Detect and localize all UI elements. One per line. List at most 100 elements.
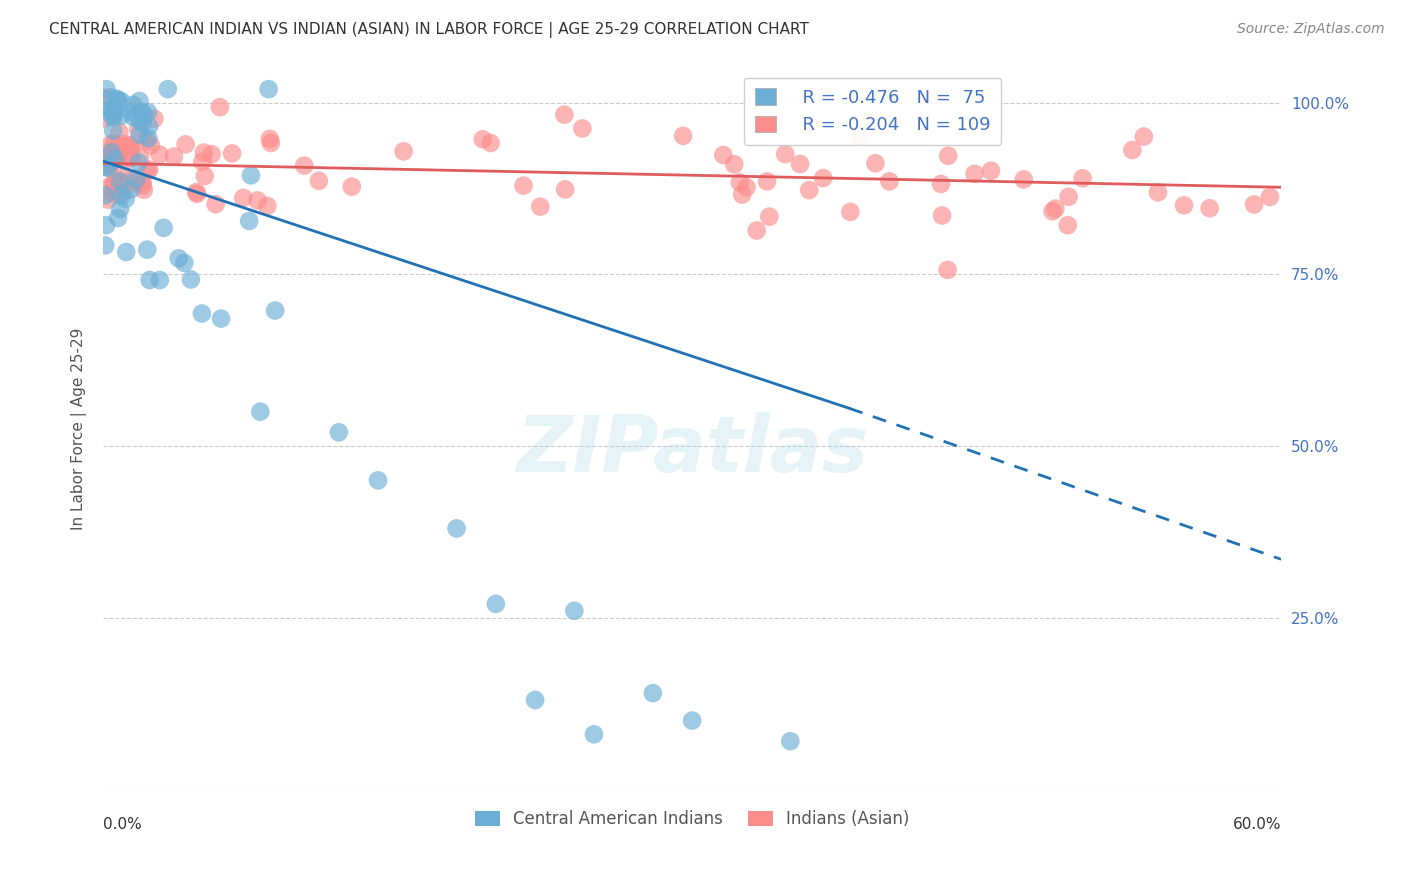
Point [865,156,887,170]
Point [121,105,143,120]
Point [100,145,122,160]
Point [120,151,142,165]
Point [138,273,160,287]
Point [174,137,197,152]
Point [328,425,350,440]
Point [292,159,315,173]
Point [209,311,232,326]
Point [731,187,754,202]
Point [929,177,952,191]
Point [120,182,142,196]
Point [204,197,226,211]
Point [120,174,142,188]
Point [98,158,121,172]
Point [524,693,547,707]
Point [111,139,134,153]
Point [105,173,128,187]
Point [122,177,145,191]
Point [128,113,150,128]
Point [108,202,131,216]
Point [471,132,494,146]
Point [308,174,330,188]
Point [103,109,125,123]
Point [238,214,260,228]
Point [1147,186,1170,200]
Point [122,98,145,112]
Point [340,179,363,194]
Point [110,95,132,109]
Point [101,110,124,124]
Point [485,597,508,611]
Point [96,82,118,96]
Point [100,145,122,159]
Point [105,92,128,106]
Point [773,147,796,161]
Point [101,186,124,200]
Point [94,151,117,165]
Point [94,238,117,252]
Point [446,521,468,535]
Point [132,183,155,197]
Point [936,149,959,163]
Point [745,223,768,237]
Point [1258,190,1281,204]
Point [97,151,120,165]
Point [681,714,703,728]
Point [110,188,132,202]
Point [1071,171,1094,186]
Point [711,148,734,162]
Point [112,137,135,152]
Point [789,157,811,171]
Point [392,145,415,159]
Point [163,149,186,163]
Point [94,188,117,202]
Text: CENTRAL AMERICAN INDIAN VS INDIAN (ASIAN) IN LABOR FORCE | AGE 25-29 CORRELATION: CENTRAL AMERICAN INDIAN VS INDIAN (ASIAN… [49,22,808,38]
Point [131,178,153,193]
Point [98,102,121,116]
Point [138,120,160,134]
Point [128,128,150,142]
Point [564,604,586,618]
Point [1012,172,1035,186]
Point [108,177,131,191]
Point [479,136,502,150]
Point [529,200,551,214]
Point [128,155,150,169]
Point [257,82,280,96]
Point [115,245,138,260]
Point [758,210,780,224]
Point [200,147,222,161]
Point [108,175,131,189]
Point [180,272,202,286]
Point [239,169,262,183]
Point [100,90,122,104]
Point [110,162,132,177]
Point [367,474,389,488]
Point [641,686,664,700]
Point [1243,197,1265,211]
Point [571,121,593,136]
Point [167,252,190,266]
Point [232,191,254,205]
Point [139,138,162,153]
Point [97,193,120,207]
Point [963,167,986,181]
Point [128,94,150,108]
Point [104,153,127,167]
Point [131,104,153,119]
Point [553,108,575,122]
Point [104,149,127,163]
Point [107,152,129,166]
Point [735,180,758,194]
Point [127,122,149,136]
Point [94,156,117,170]
Point [839,205,862,219]
Point [136,131,159,145]
Point [191,154,214,169]
Point [108,125,131,139]
Point [120,142,142,156]
Point [94,91,117,105]
Point [136,105,159,120]
Point [186,186,208,201]
Point [554,182,576,196]
